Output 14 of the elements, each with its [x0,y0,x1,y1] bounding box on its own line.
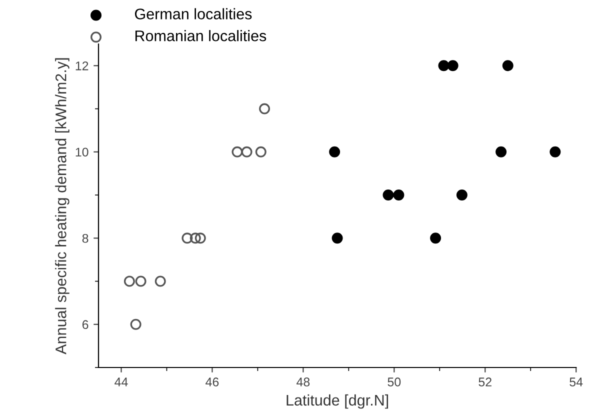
x-tick-label: 54 [570,378,583,386]
x-axis-title: Latitude [dgr.N] [286,394,388,409]
x-tick-label: 52 [478,378,492,386]
x-tick-label: 50 [388,378,401,386]
legend-label: German localities [134,8,252,20]
x-tick-label: 46 [206,378,219,386]
y-axis-title: Annual specific heating demand [kWh/m2.y] [55,58,70,354]
y-tick-label: 10 [76,148,88,157]
x-tick-label: 48 [296,378,310,386]
y-tick-label: 6 [82,320,88,330]
y-tick-label: 12 [76,61,88,70]
x-tick-label: 44 [114,378,128,386]
y-tick-label: 8 [82,234,88,243]
legend-label: Romanian localities [135,30,266,42]
